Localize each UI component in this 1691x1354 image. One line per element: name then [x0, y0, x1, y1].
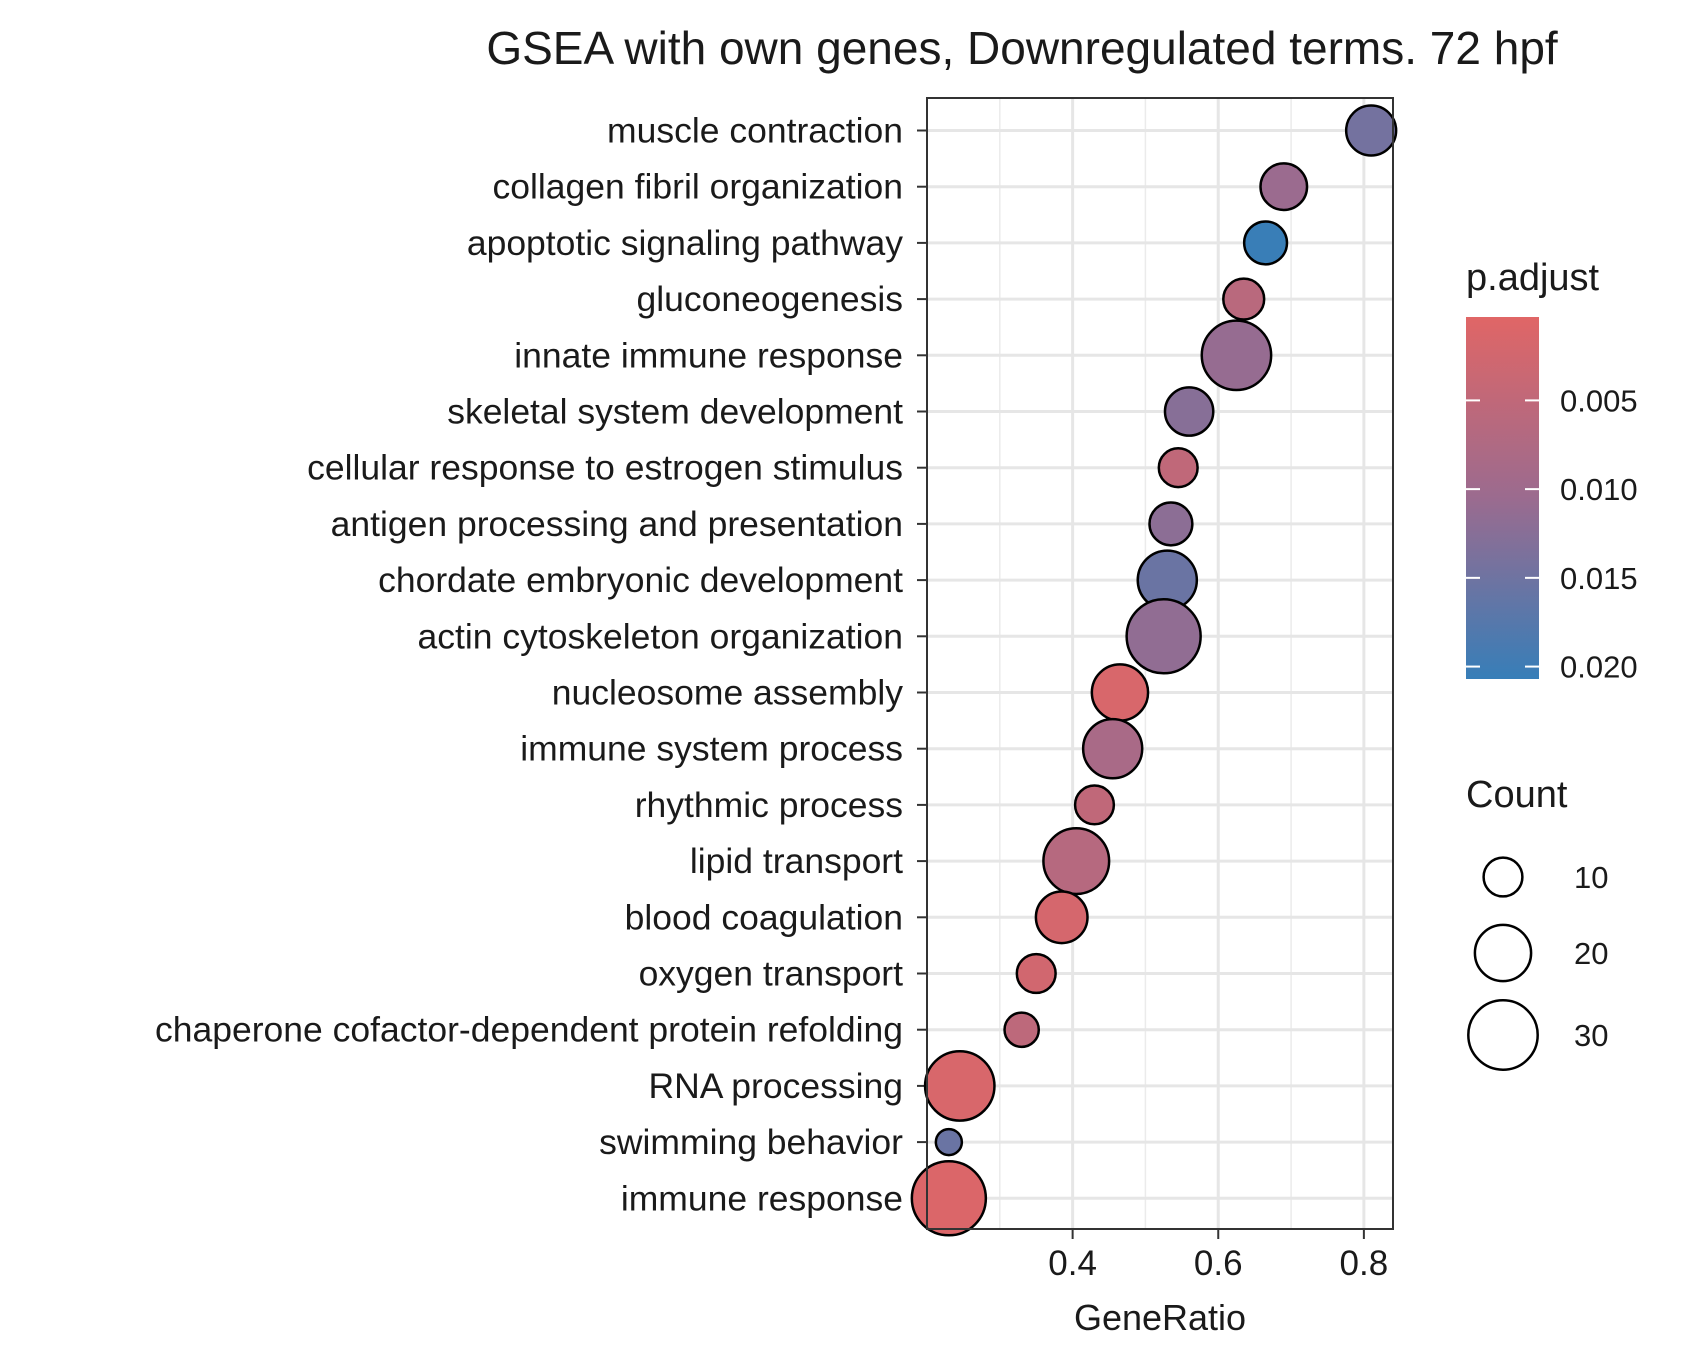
- color-legend-ticks: 0.005 0.010 0.015 0.020: [1466, 383, 1638, 685]
- y-tick-label: nucleosome assembly: [552, 673, 903, 713]
- y-tick-label: lipid transport: [690, 841, 903, 881]
- color-legend-bar: [1466, 317, 1539, 679]
- data-point: [1081, 717, 1144, 780]
- y-tick-label: actin cytoskeleton organization: [418, 616, 903, 656]
- data-points: [910, 104, 1398, 1237]
- y-tick-label: antigen processing and presentation: [331, 504, 903, 544]
- color-legend-tick-label: 0.005: [1560, 383, 1638, 418]
- data-point: [1157, 447, 1199, 489]
- y-tick-label: gluconeogenesis: [637, 279, 903, 319]
- y-tick-label: cellular response to estrogen stimulus: [307, 448, 903, 488]
- size-legend: Count 10 20 30: [1466, 774, 1608, 1071]
- size-legend-title: Count: [1466, 774, 1568, 816]
- x-axis: 0.4 0.6 0.8: [1048, 1229, 1388, 1283]
- chart-title: GSEA with own genes, Downregulated terms…: [486, 22, 1558, 74]
- data-point: [910, 1160, 988, 1237]
- y-tick-label: immune system process: [520, 729, 903, 769]
- data-point: [923, 1049, 996, 1122]
- y-tick-label: skeletal system development: [447, 392, 903, 432]
- data-point: [1015, 952, 1057, 995]
- y-tick-label: immune response: [621, 1178, 903, 1218]
- x-tick-label: 0.4: [1048, 1244, 1097, 1283]
- y-tick-label: chaperone cofactor-dependent protein ref…: [155, 1010, 903, 1050]
- data-point: [1222, 277, 1266, 321]
- size-legend-circle: [1473, 923, 1533, 983]
- y-tick-label: RNA processing: [648, 1066, 903, 1106]
- data-point: [1163, 386, 1215, 437]
- panel-border: [926, 97, 1394, 1230]
- x-tick-label: 0.6: [1194, 1244, 1243, 1283]
- data-point: [1200, 319, 1273, 392]
- y-tick-label: collagen fibril organization: [493, 167, 903, 207]
- size-legend-circle: [1467, 999, 1539, 1071]
- y-tick-label: muscle contraction: [607, 111, 903, 151]
- y-tick-label: rhythmic process: [635, 785, 903, 825]
- data-point: [1090, 663, 1150, 722]
- y-tick-label: innate immune response: [514, 335, 903, 375]
- size-legend-label: 20: [1574, 936, 1608, 971]
- size-legend-label: 10: [1574, 860, 1608, 895]
- color-legend-title: p.adjust: [1466, 257, 1600, 299]
- data-point: [1042, 826, 1111, 896]
- y-tick-label: swimming behavior: [599, 1122, 903, 1162]
- size-legend-label: 30: [1574, 1018, 1608, 1053]
- y-tick-label: apoptotic signaling pathway: [467, 223, 903, 263]
- data-point: [1034, 890, 1089, 945]
- y-tick-label: blood coagulation: [625, 897, 903, 937]
- data-point: [1242, 220, 1289, 266]
- y-tick-label: oxygen transport: [639, 954, 904, 994]
- data-point: [1344, 104, 1398, 157]
- size-legend-items: 10 20 30: [1467, 856, 1608, 1071]
- data-point: [1148, 501, 1194, 547]
- data-point: [1259, 162, 1309, 212]
- data-point: [1073, 784, 1116, 826]
- data-point: [1003, 1011, 1041, 1049]
- y-axis: muscle contraction collagen fibril organi…: [155, 111, 927, 1218]
- size-legend-circle: [1482, 856, 1524, 898]
- color-legend-tick-label: 0.010: [1560, 472, 1638, 507]
- data-point: [934, 1127, 964, 1157]
- color-legend-tick-label: 0.020: [1560, 650, 1638, 685]
- x-tick-label: 0.8: [1340, 1244, 1389, 1283]
- y-tick-label: chordate embryonic development: [378, 560, 903, 600]
- color-legend: p.adjust 0.005 0.010 0.015 0.020: [1466, 257, 1638, 685]
- color-legend-tick-label: 0.015: [1560, 561, 1638, 596]
- x-axis-label: GeneRatio: [1074, 1297, 1246, 1338]
- data-point: [1125, 598, 1202, 675]
